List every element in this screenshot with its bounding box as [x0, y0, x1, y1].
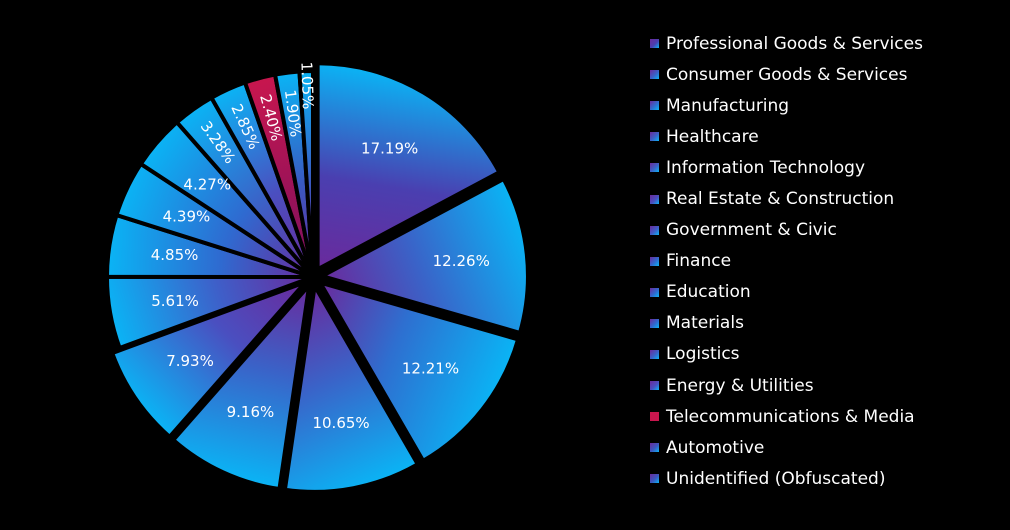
legend-item: Healthcare: [650, 121, 923, 152]
legend-swatch: [650, 381, 659, 391]
legend-item: Automotive: [650, 432, 923, 463]
legend-item: Finance: [650, 246, 923, 277]
pie-slices: [104, 61, 530, 494]
legend-swatch: [650, 194, 659, 204]
pie-slice-5: [170, 278, 313, 492]
slice-label-8: 4.85%: [151, 246, 199, 264]
slice-label-2: 12.26%: [433, 252, 490, 270]
slice-label-4: 10.65%: [312, 414, 369, 432]
legend-item: Manufacturing: [650, 90, 923, 121]
legend-swatch: [650, 132, 659, 142]
legend-item: Professional Goods & Services: [650, 28, 923, 59]
legend-label: Automotive: [666, 437, 765, 458]
legend-item: Information Technology: [650, 152, 923, 183]
slice-label-9: 4.39%: [163, 207, 211, 225]
pie-slice-4: [282, 279, 421, 494]
slice-label-7: 5.61%: [151, 292, 199, 310]
legend-swatch: [650, 163, 659, 173]
legend-label: Logistics: [666, 344, 740, 365]
pie-slice-2: [316, 176, 530, 336]
legend-swatch: [650, 349, 659, 359]
legend-label: Telecommunications & Media: [666, 406, 915, 427]
legend-swatch: [650, 256, 659, 266]
legend-item: Real Estate & Construction: [650, 183, 923, 214]
legend-label: Healthcare: [666, 126, 759, 147]
legend-item: Telecommunications & Media: [650, 401, 923, 432]
legend-label: Materials: [666, 313, 744, 334]
slice-label-1: 17.19%: [361, 140, 418, 158]
legend-label: Information Technology: [666, 157, 866, 178]
legend-item: Government & Civic: [650, 215, 923, 246]
legend-swatch: [650, 39, 659, 49]
slice-label-5: 9.16%: [227, 403, 275, 421]
legend-item: Energy & Utilities: [650, 370, 923, 401]
legend-item: Education: [650, 277, 923, 308]
legend-label: Education: [666, 282, 751, 303]
slice-label-3: 12.21%: [402, 359, 459, 377]
pie-slice-15: [297, 68, 315, 278]
legend-label: Real Estate & Construction: [666, 189, 895, 210]
legend-label: Manufacturing: [666, 95, 790, 116]
legend-label: Unidentified (Obfuscated): [666, 468, 886, 489]
legend-swatch: [650, 70, 659, 80]
legend-swatch: [650, 225, 659, 235]
legend-item: Consumer Goods & Services: [650, 59, 923, 90]
legend-swatch: [650, 412, 659, 422]
legend-swatch: [650, 443, 659, 453]
legend-label: Finance: [666, 251, 732, 272]
legend-label: Energy & Utilities: [666, 375, 814, 396]
legend-label: Government & Civic: [666, 220, 837, 241]
legend-swatch: [650, 318, 659, 328]
slice-label-15: 1.05%: [297, 61, 317, 109]
legend-item: Materials: [650, 308, 923, 339]
legend-swatch: [650, 287, 659, 297]
pie-slice-6: [109, 280, 308, 440]
legend-item: Logistics: [650, 339, 923, 370]
legend-swatch: [650, 101, 659, 111]
legend-item: Unidentified (Obfuscated): [650, 463, 923, 494]
legend-label: Consumer Goods & Services: [666, 64, 908, 85]
slice-label-10: 4.27%: [183, 176, 231, 194]
slice-label-14: 1.90%: [281, 89, 305, 139]
pie-slice-3: [315, 279, 521, 464]
pie-slice-1: [315, 61, 503, 273]
slice-label-6: 7.93%: [166, 352, 214, 370]
legend-swatch: [650, 474, 659, 484]
legend: Professional Goods & Services Consumer Go…: [650, 28, 923, 494]
legend-label: Professional Goods & Services: [666, 33, 923, 54]
